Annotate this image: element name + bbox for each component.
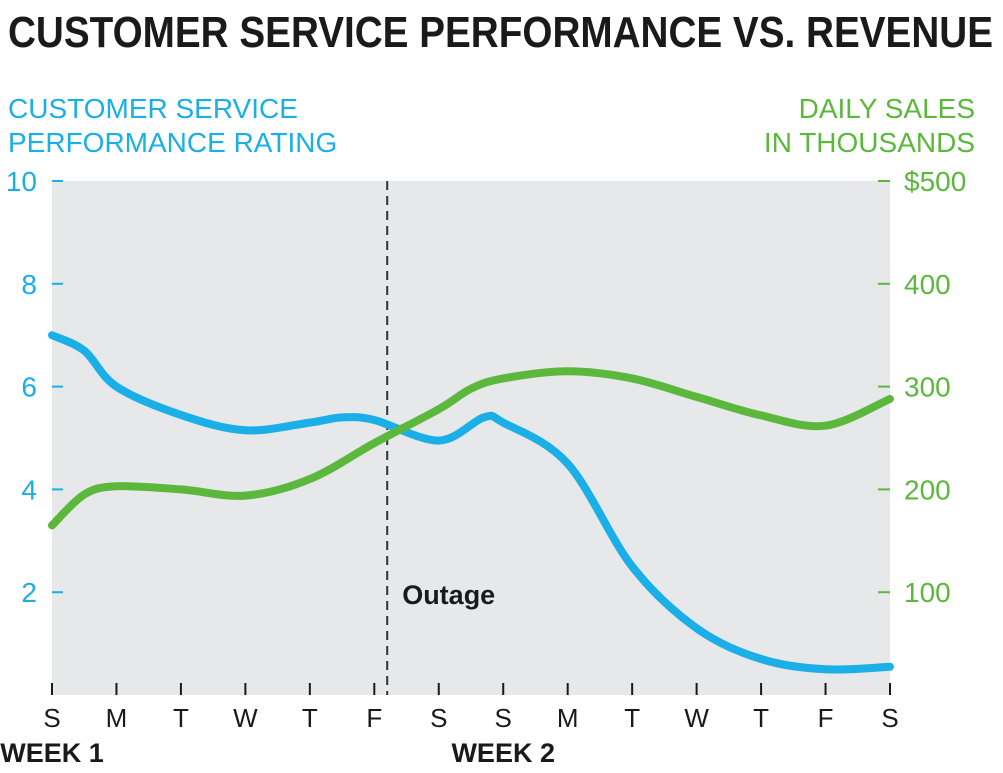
right-axis-label-line1: DAILY SALES [799,93,975,124]
x-tick-label: F [818,703,834,733]
x-tick-label: S [430,703,447,733]
left-axis: 2 4 6 8 10 [6,166,63,608]
right-tick-label: 300 [904,372,951,403]
chart-title: CUSTOMER SERVICE PERFORMANCE VS. REVENUE [8,8,993,57]
x-tick-label: W [684,703,709,733]
left-tick-label: 8 [21,269,37,300]
x-tick-label: T [302,703,318,733]
x-tick-label: T [624,703,640,733]
series-group [48,331,894,674]
performance-rating-line [48,331,894,674]
x-group-label: WEEK 2 [451,738,555,768]
x-tick-label: S [43,703,60,733]
left-tick-label: 10 [6,166,37,197]
left-axis-label-line1: CUSTOMER SERVICE [8,93,298,124]
x-axis: S M T W T F S S M T W T F S WEEK 1 WEEK 2 [0,683,899,768]
left-tick-label: 2 [21,577,37,608]
left-tick-label: 6 [21,372,37,403]
x-tick-label: M [557,703,579,733]
outage-label: Outage [402,580,495,610]
x-tick-label: W [233,703,258,733]
left-axis-label-line2: PERFORMANCE RATING [8,127,337,158]
right-axis-label-line2: IN THOUSANDS [764,127,975,158]
right-tick-label: 200 [904,474,951,505]
right-axis: 100 200 300 400 $500 [878,166,966,608]
right-tick-label: $500 [904,166,966,197]
left-tick-label: 4 [21,474,37,505]
x-tick-label: F [366,703,382,733]
right-tick-label: 400 [904,269,951,300]
x-group-label: WEEK 1 [0,738,104,768]
x-tick-label: S [881,703,898,733]
daily-sales-line [48,367,894,530]
x-tick-label: T [173,703,189,733]
x-tick-label: S [495,703,512,733]
x-tick-label: M [106,703,128,733]
plot-area [52,181,890,695]
right-tick-label: 100 [904,577,951,608]
x-tick-label: T [753,703,769,733]
